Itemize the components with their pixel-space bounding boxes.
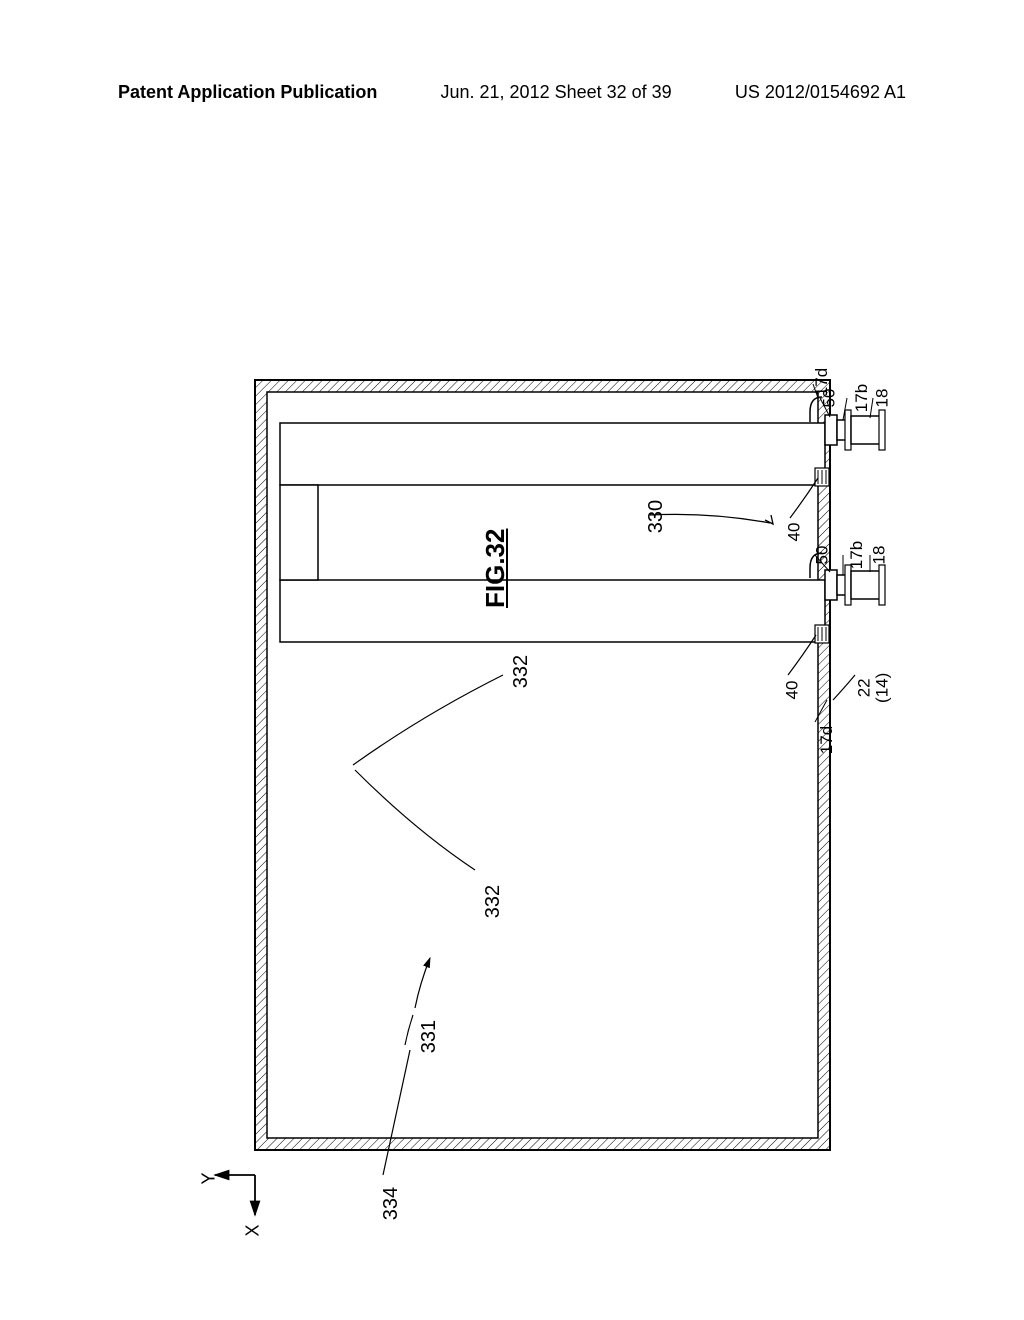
- axis-y-label: Y: [199, 1172, 220, 1184]
- label-22-14: 22 (14): [855, 673, 891, 703]
- label-18-top: 18: [872, 389, 892, 408]
- figure-title: FIG.32: [480, 529, 511, 608]
- axis-x-label: X: [243, 1224, 264, 1236]
- label-18-mid: 18: [869, 546, 889, 565]
- header-center: Jun. 21, 2012 Sheet 32 of 39: [441, 82, 672, 103]
- label-50-top: 50: [819, 389, 839, 408]
- label-332-top: 332: [510, 655, 533, 688]
- label-17b-mid: 17b: [847, 541, 867, 569]
- label-330: 330: [645, 500, 668, 533]
- label-331: 331: [418, 1020, 441, 1053]
- label-17d-btm: 17d: [817, 726, 837, 754]
- figure-area: FIG.32 330 332 332 331 334 17d 50 17b 18…: [125, 170, 895, 1170]
- label-332-bottom: 332: [482, 885, 505, 918]
- label-17b-top: 17b: [852, 384, 872, 412]
- header-left: Patent Application Publication: [118, 82, 377, 103]
- header-right: US 2012/0154692 A1: [735, 82, 906, 103]
- label-40-lower: 40: [782, 681, 802, 700]
- figure-svg: [125, 170, 895, 1230]
- figure-title-text: FIG.32: [480, 529, 510, 608]
- label-50-mid: 50: [812, 546, 832, 565]
- label-334: 334: [380, 1187, 403, 1220]
- page-header: Patent Application Publication Jun. 21, …: [0, 82, 1024, 103]
- label-40-upper: 40: [784, 523, 804, 542]
